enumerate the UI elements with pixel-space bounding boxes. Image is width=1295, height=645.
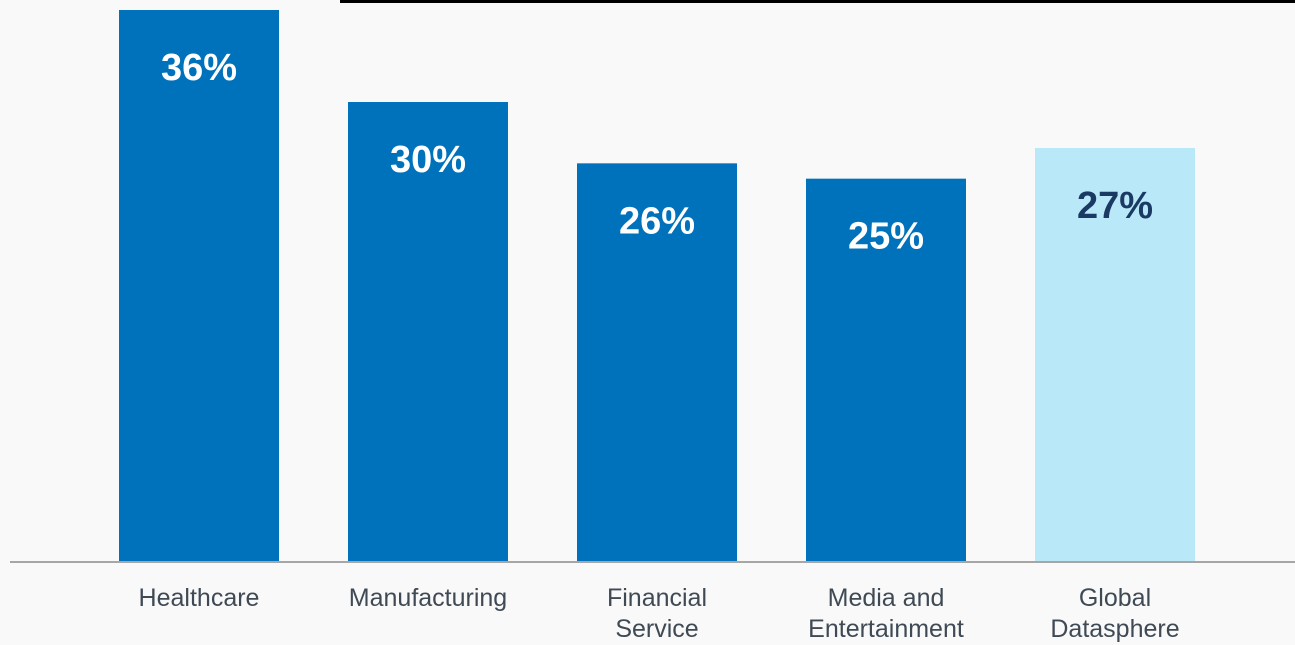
bar-4: [1035, 148, 1195, 562]
category-label-line: Healthcare: [139, 584, 260, 612]
category-label-line: Manufacturing: [349, 584, 507, 612]
category-label-line: Service: [615, 615, 698, 643]
bar-value-label-0: 36%: [161, 47, 237, 89]
bar-value-label-1: 30%: [390, 139, 466, 181]
category-label-line: Entertainment: [808, 615, 964, 643]
bar-value-label-4: 27%: [1077, 185, 1153, 227]
category-label-line: Financial: [607, 584, 707, 612]
bars-group: [119, 10, 1195, 563]
category-label-1: Manufacturing: [349, 584, 507, 612]
category-label-4: Global Datasphere: [1050, 584, 1179, 643]
bar-0: [119, 10, 279, 562]
category-label-2: Financial Service: [607, 584, 707, 643]
category-label-3: Media and Entertainment: [808, 584, 964, 643]
bar-value-label-3: 25%: [848, 216, 924, 258]
category-label-line: Datasphere: [1050, 615, 1179, 643]
category-label-line: Global: [1079, 584, 1151, 612]
value-labels-group: 36% 30% 26% 25% 27%: [161, 47, 1153, 258]
category-labels-group: Healthcare Manufacturing Financial Service M…: [139, 584, 1180, 643]
bar-2: [577, 163, 737, 563]
category-label-0: Healthcare: [139, 584, 260, 612]
bar-1: [348, 102, 508, 562]
bar-value-label-2: 26%: [619, 200, 695, 242]
category-label-line: Media and: [828, 584, 945, 612]
bar-3: [806, 178, 966, 562]
